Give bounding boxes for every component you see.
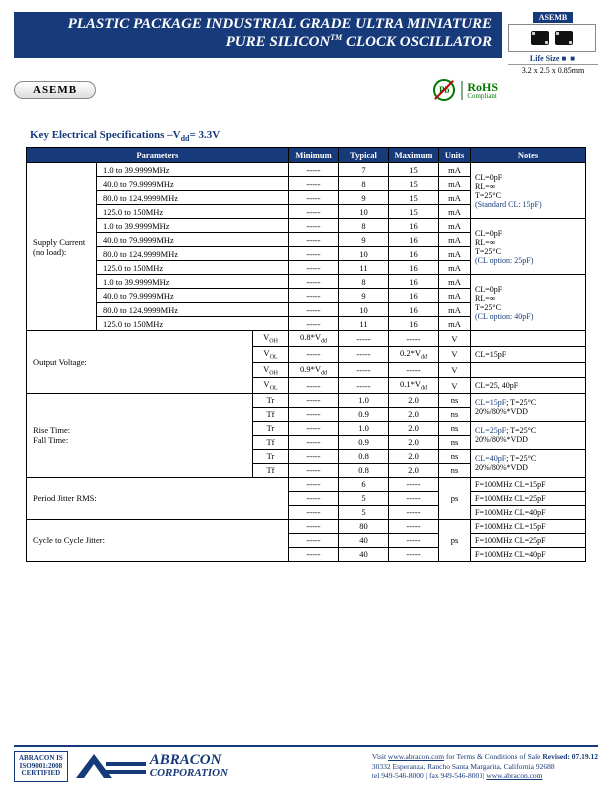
chip-icon	[508, 24, 596, 52]
model-pill: ASEMB	[14, 81, 96, 99]
side-box: ASEMB Life Size ■ ■ 3.2 x 2.5 x 0.85mm	[508, 12, 598, 75]
footer-link[interactable]: www.abracon.com	[388, 752, 444, 761]
cert-badge: ABRACON ISISO9001:2008CERTIFIED	[14, 751, 68, 782]
col-max: Maximum	[389, 148, 439, 163]
col-units: Units	[439, 148, 471, 163]
col-min: Minimum	[289, 148, 339, 163]
footer: ABRACON ISISO9001:2008CERTIFIED ABRACON …	[14, 745, 598, 782]
logo-mark-icon	[76, 754, 146, 778]
dimensions: 3.2 x 2.5 x 0.85mm	[508, 64, 598, 75]
sub-row: ASEMB Pb RoHS Compliant	[14, 79, 598, 101]
header-row: PLASTIC PACKAGE INDUSTRIAL GRADE ULTRA M…	[14, 12, 598, 75]
compliance: Pb RoHS Compliant	[433, 79, 498, 101]
pb-free-icon: Pb	[433, 79, 455, 101]
footer-link2[interactable]: www.abracon.com	[486, 771, 542, 780]
title-line2: PURE SILICONTM CLOCK OSCILLATOR	[24, 33, 492, 51]
abracon-logo: ABRACON CORPORATION	[76, 753, 228, 779]
table-header-row: Parameters Minimum Typical Maximum Units…	[27, 148, 586, 163]
col-parameters: Parameters	[27, 148, 289, 163]
spec-table: Parameters Minimum Typical Maximum Units…	[26, 147, 586, 562]
section-title: Key Electrical Specifications –Vdd= 3.3V	[30, 129, 598, 143]
life-size: Life Size ■ ■	[508, 54, 598, 63]
col-notes: Notes	[471, 148, 586, 163]
model-label: ASEMB	[533, 12, 573, 23]
title-block: PLASTIC PACKAGE INDUSTRIAL GRADE ULTRA M…	[14, 12, 502, 58]
rohs-icon: RoHS Compliant	[461, 81, 498, 100]
logo-text: ABRACON CORPORATION	[150, 753, 228, 779]
page: PLASTIC PACKAGE INDUSTRIAL GRADE ULTRA M…	[0, 0, 612, 562]
footer-info: Visit www.abracon.com for Terms & Condit…	[372, 752, 598, 780]
title-line1: PLASTIC PACKAGE INDUSTRIAL GRADE ULTRA M…	[24, 16, 492, 33]
col-typ: Typical	[339, 148, 389, 163]
